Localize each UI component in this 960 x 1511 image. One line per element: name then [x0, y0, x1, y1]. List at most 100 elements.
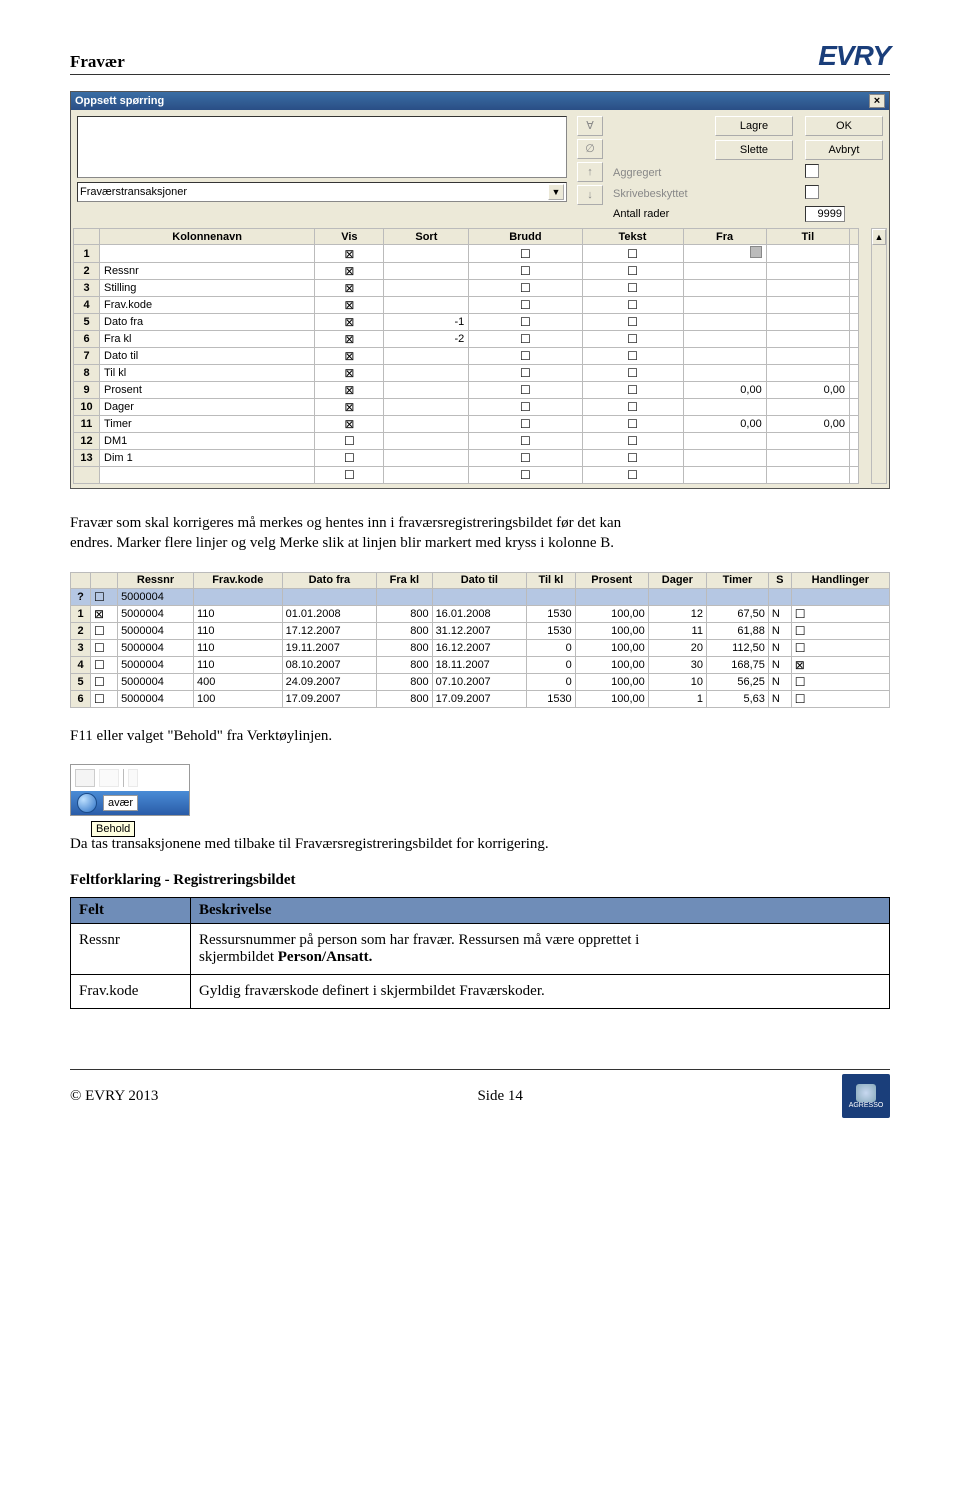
para1-line2: endres. Marker flere linjer og velg Merk…	[70, 535, 614, 551]
result-row[interactable]: 6 500000410017.09.2007 80017.09.20071530…	[71, 690, 890, 707]
dlg-row[interactable]: 11Timer0,000,00	[74, 416, 859, 433]
dialog-titlebar: Oppsett spørring ×	[71, 92, 889, 110]
res-col-header: Dager	[648, 572, 706, 588]
result-row[interactable]: 5 500000440024.09.2007 80007.10.20070 10…	[71, 673, 890, 690]
agresso-text: AGRESSO	[849, 1102, 884, 1109]
oppsett-dialog: Oppsett spørring × Fraværstransaksjoner …	[70, 91, 890, 489]
field-description-table: Felt Beskrivelse Ressnr Ressursnummer på…	[70, 897, 890, 1009]
slette-button[interactable]: Slette	[715, 140, 793, 160]
res-col-header: Timer	[706, 572, 768, 588]
dlg-row[interactable]: 5Dato fra-1	[74, 314, 859, 331]
scroll-up-icon[interactable]: ▲	[872, 229, 886, 245]
dlg-col-header: Fra	[683, 229, 766, 245]
ressnr-desc-1: Ressursnummer på person som har fravær. …	[199, 932, 639, 948]
antall-label: Antall rader	[613, 208, 703, 220]
result-table: RessnrFrav.kodeDato fraFra klDato tilTil…	[70, 572, 890, 708]
res-col-header: Dato til	[432, 572, 527, 588]
dlg-row[interactable]: 12DM1	[74, 433, 859, 450]
tool-icon-2[interactable]	[99, 769, 119, 787]
page-footer: © EVRY 2013 Side 14 AGRESSO	[70, 1069, 890, 1118]
ok-button[interactable]: OK	[805, 116, 883, 136]
res-col-header	[71, 572, 91, 588]
res-col-header: Ressnr	[118, 572, 194, 588]
res-col-header: S	[768, 572, 791, 588]
cell-ressnr-desc: Ressursnummer på person som har fravær. …	[191, 924, 890, 975]
result-row[interactable]: 3 500000411019.11.2007 80016.12.20070 10…	[71, 639, 890, 656]
res-col-header: Fra kl	[377, 572, 432, 588]
skrive-label: Skrivebeskyttet	[613, 188, 703, 200]
th-felt: Felt	[71, 898, 191, 924]
select-all-button[interactable]: ∀	[577, 116, 603, 136]
dlg-row[interactable]: 7Dato til	[74, 348, 859, 365]
dlg-row[interactable]: 1	[74, 245, 859, 263]
dlg-row[interactable]: 8Til kl	[74, 365, 859, 382]
dlg-row[interactable]	[74, 467, 859, 484]
chevron-down-icon[interactable]: ▼	[548, 184, 564, 200]
behold-tooltip: Behold	[91, 821, 135, 837]
res-col-header: Frav.kode	[193, 572, 282, 588]
toolbar-snippet: avær Behold	[70, 764, 190, 816]
tool-icon-3[interactable]	[128, 769, 138, 787]
tool-icon-1[interactable]	[75, 769, 95, 787]
dlg-col-header	[74, 229, 100, 245]
aggregert-label: Aggregert	[613, 167, 703, 179]
section-heading: Feltforklaring - Registreringsbildet	[70, 872, 890, 889]
cell-fravkode-desc: Gyldig fraværskode definert i skjermbild…	[191, 975, 890, 1009]
query-text-input[interactable]	[77, 116, 567, 178]
para1-line1: Fravær som skal korrigeres må merkes og …	[70, 515, 621, 531]
dlg-row[interactable]: 9Prosent0,000,00	[74, 382, 859, 399]
evry-logo: EVRY	[818, 40, 890, 72]
th-beskrivelse: Beskrivelse	[191, 898, 890, 924]
aggregert-checkbox[interactable]	[805, 164, 819, 178]
avbryt-button[interactable]: Avbryt	[805, 140, 883, 160]
res-col-header: Prosent	[575, 572, 648, 588]
antall-input[interactable]: 9999	[805, 206, 845, 222]
tab-label: avær	[103, 795, 138, 811]
res-col-header	[91, 572, 118, 588]
cell-ressnr: Ressnr	[71, 924, 191, 975]
vertical-scrollbar[interactable]: ▲	[871, 228, 887, 484]
result-row[interactable]: 4 500000411008.10.2007 80018.11.20070 10…	[71, 656, 890, 673]
page-header: Fravær EVRY	[70, 40, 890, 75]
columns-setup-table: KolonnenavnVisSortBruddTekstFraTil 12Res…	[73, 228, 859, 484]
ressnr-desc-2: skjermbildet	[199, 949, 278, 965]
skrive-checkbox[interactable]	[805, 185, 819, 199]
reorder-buttons: ∀ ∅ ↑ ↓	[577, 116, 603, 222]
dlg-col-header: Tekst	[582, 229, 683, 245]
result-row[interactable]: 1 500000411001.01.2008 80016.01.20081530…	[71, 605, 890, 622]
dlg-col-header: Sort	[384, 229, 469, 245]
footer-right: Side 14	[477, 1088, 522, 1105]
lagre-button[interactable]: Lagre	[715, 116, 793, 136]
dlg-col-header: Kolonnenavn	[100, 229, 315, 245]
paragraph-1: Fravær som skal korrigeres må merkes og …	[70, 513, 890, 554]
res-col-header: Til kl	[527, 572, 576, 588]
move-up-button[interactable]: ↑	[577, 162, 603, 182]
paragraph-2: F11 eller valget "Behold" fra Verktøylin…	[70, 726, 890, 746]
dlg-row[interactable]: 6Fra kl-2	[74, 331, 859, 348]
agresso-logo: AGRESSO	[842, 1074, 890, 1118]
paragraph-3: Da tas transaksjonene med tilbake til Fr…	[70, 834, 890, 854]
dlg-row[interactable]: 2Ressnr	[74, 263, 859, 280]
filter-row[interactable]: ?5000004	[71, 588, 890, 605]
dlg-row[interactable]: 4Frav.kode	[74, 297, 859, 314]
res-col-header: Dato fra	[282, 572, 377, 588]
dlg-col-header: Til	[766, 229, 849, 245]
ressnr-desc-bold: Person/Ansatt.	[278, 949, 373, 965]
cell-fravkode: Frav.kode	[71, 975, 191, 1009]
close-icon[interactable]: ×	[869, 94, 885, 108]
globe-icon[interactable]	[77, 793, 97, 813]
page-title: Fravær	[70, 52, 125, 72]
dlg-col-header: Vis	[315, 229, 384, 245]
dialog-title: Oppsett spørring	[75, 95, 164, 107]
dlg-row[interactable]: 10Dager	[74, 399, 859, 416]
result-row[interactable]: 2 500000411017.12.2007 80031.12.20071530…	[71, 622, 890, 639]
clear-button[interactable]: ∅	[577, 139, 603, 159]
footer-left: © EVRY 2013	[70, 1088, 158, 1105]
dropdown-value: Fraværstransaksjoner	[80, 186, 187, 198]
move-down-button[interactable]: ↓	[577, 185, 603, 205]
dlg-row[interactable]: 13Dim 1	[74, 450, 859, 467]
res-col-header: Handlinger	[791, 572, 889, 588]
source-dropdown[interactable]: Fraværstransaksjoner ▼	[77, 182, 567, 202]
dlg-col-header: Brudd	[469, 229, 582, 245]
dlg-row[interactable]: 3Stilling	[74, 280, 859, 297]
